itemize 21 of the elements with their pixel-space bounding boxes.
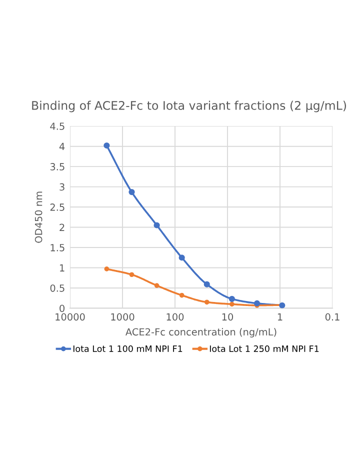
legend-label: Iota Lot 1 250 mM NPI F1 [210, 345, 319, 352]
y-tick-label: 4.5 [50, 122, 64, 130]
y-tick-label: 2.5 [50, 204, 64, 211]
y-tick-label: 2 [60, 224, 64, 231]
y-tick-label: 0.5 [50, 284, 64, 292]
y-axis-title: OD450 nm [34, 192, 42, 243]
x-tick-label: 1000 [111, 313, 134, 321]
y-tick-label: 1.5 [50, 244, 64, 252]
x-tick-label: 10000 [56, 313, 85, 321]
x-tick-label: 100 [166, 313, 184, 321]
y-tick-label: 0 [60, 304, 64, 312]
y-tick-label: 3 [60, 183, 64, 191]
y-tick-label: 3.5 [50, 163, 64, 170]
chart-title: Binding of ACE2-Fc to Iota variant fractions (2 µg/mL) [32, 100, 346, 112]
x-tick-label: 1 [278, 313, 282, 320]
y-tick-label: 4 [59, 142, 65, 150]
x-axis-title: ACE2-Fc concentration (ng/mL) [126, 328, 276, 338]
legend-label: Iota Lot 1 100 mM NPI F1 [73, 345, 182, 352]
y-tick-label: 1 [60, 264, 64, 272]
x-tick-label: 10 [222, 313, 234, 321]
x-tick-label: 0.1 [325, 313, 340, 321]
